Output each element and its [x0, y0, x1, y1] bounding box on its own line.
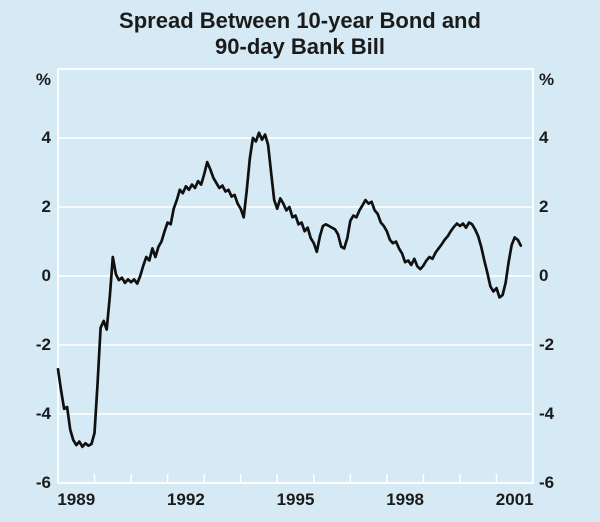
y-axis-label-right: -6: [539, 473, 555, 492]
y-axis-label-left: -2: [35, 335, 51, 354]
y-axis-unit-left: %: [35, 70, 51, 89]
y-axis-label-left: 4: [41, 128, 51, 147]
y-axis-label-right: -4: [539, 404, 555, 423]
y-axis-label-left: -4: [35, 404, 51, 423]
x-axis-label: 1995: [276, 490, 315, 509]
chart-title-line2: 90-day Bank Bill: [215, 34, 385, 59]
x-axis-label: 1992: [166, 490, 205, 509]
y-axis-label-left: 2: [41, 197, 51, 216]
y-axis-label-right: 2: [539, 197, 549, 216]
plot-border: [57, 68, 534, 484]
chart-title-line1: Spread Between 10-year Bond and: [119, 8, 481, 33]
y-axis-label-right: 0: [539, 266, 549, 285]
chart-title: Spread Between 10-year Bond and 90-day B…: [0, 8, 600, 60]
y-axis-label-right: 4: [539, 128, 549, 147]
x-axis-label: 1998: [386, 490, 425, 509]
y-axis-label-left: 0: [41, 266, 51, 285]
y-axis-label-left: -6: [35, 473, 51, 492]
x-axis-label: 2001: [495, 490, 534, 509]
y-axis-unit-right: %: [539, 70, 555, 89]
data-series-line: [56, 131, 523, 449]
y-axis-label-right: -2: [539, 335, 555, 354]
x-axis-label: 1989: [57, 490, 96, 509]
